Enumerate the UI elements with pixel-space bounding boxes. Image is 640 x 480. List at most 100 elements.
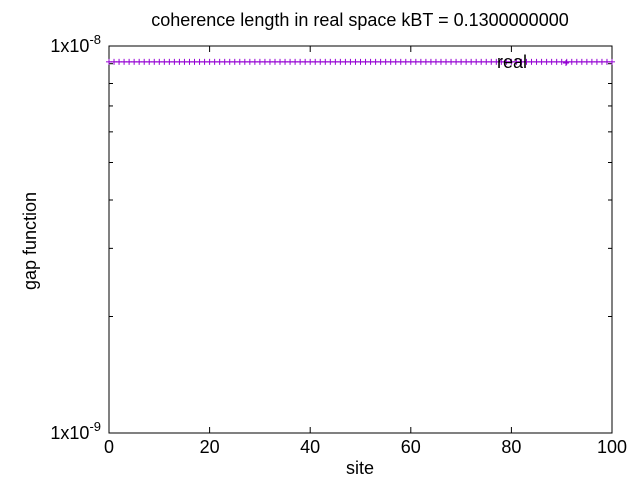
data-point [171, 58, 178, 65]
data-point [261, 58, 268, 65]
data-point [372, 58, 379, 65]
data-point [513, 58, 520, 65]
data-point [277, 58, 284, 65]
data-point [327, 58, 334, 65]
data-point [211, 58, 218, 65]
data-point [216, 58, 223, 65]
data-point [221, 58, 228, 65]
data-point [468, 58, 475, 65]
data-point [568, 58, 575, 65]
data-point [251, 58, 258, 65]
data-point [166, 58, 173, 65]
data-point [548, 58, 555, 65]
data-point [417, 58, 424, 65]
data-point [362, 58, 369, 65]
data-point [453, 58, 460, 65]
x-tick-label: 100 [597, 437, 627, 457]
x-tick-label: 80 [501, 437, 521, 457]
data-point [146, 58, 153, 65]
data-point [106, 58, 112, 65]
data-point [352, 58, 359, 65]
data-point [342, 58, 349, 65]
data-point [573, 58, 580, 65]
y-tick-label: 1x10-9 [50, 419, 101, 443]
legend-label-real: real [497, 52, 527, 72]
data-point [186, 58, 193, 65]
data-point [266, 58, 273, 65]
series-group [106, 58, 615, 65]
data-point [302, 58, 309, 65]
x-tick-label: 20 [200, 437, 220, 457]
data-point [533, 58, 540, 65]
data-point [478, 58, 485, 65]
data-point [392, 58, 399, 65]
data-point [226, 58, 233, 65]
data-point [312, 58, 319, 65]
data-point [458, 58, 465, 65]
data-point [463, 58, 470, 65]
data-point [332, 58, 339, 65]
data-point [558, 58, 565, 65]
data-point [206, 58, 213, 65]
x-tick-label: 40 [300, 437, 320, 457]
data-point [121, 58, 128, 65]
axis-ticks: 0 20 40 60 80 100 1x10-9 1x10-8 [50, 32, 627, 457]
data-point [181, 58, 188, 65]
data-point [367, 58, 374, 65]
data-point [307, 58, 314, 65]
data-point [116, 58, 123, 65]
data-point [598, 58, 605, 65]
x-axis-label: site [346, 458, 374, 478]
data-point [583, 58, 590, 65]
data-point [382, 58, 389, 65]
data-point [111, 58, 118, 65]
chart-title: coherence length in real space kBT = 0.1… [151, 10, 568, 30]
data-point [196, 58, 203, 65]
data-point [498, 58, 505, 65]
data-point [473, 58, 480, 65]
data-point [161, 58, 168, 65]
data-point [493, 58, 500, 65]
data-point [422, 58, 429, 65]
data-point [241, 58, 248, 65]
data-point [151, 58, 158, 65]
legend: real [497, 52, 569, 72]
data-point [538, 58, 545, 65]
data-point [377, 58, 384, 65]
y-tick-label: 1x10-8 [50, 32, 101, 56]
x-tick-label: 0 [104, 437, 114, 457]
data-point [402, 58, 409, 65]
data-point [337, 58, 344, 65]
data-point [176, 58, 183, 65]
data-point [437, 58, 444, 65]
data-point [256, 58, 263, 65]
data-point [126, 58, 133, 65]
data-point [503, 58, 510, 65]
data-point [518, 58, 525, 65]
data-point [246, 58, 253, 65]
data-point [427, 58, 434, 65]
data-point [578, 58, 585, 65]
y-axis-label: gap function [20, 192, 40, 290]
data-point [407, 58, 414, 65]
data-point [543, 58, 550, 65]
data-point [609, 58, 615, 65]
data-point [528, 58, 535, 65]
plot-frame [108, 45, 613, 434]
data-point [136, 58, 143, 65]
data-point [292, 58, 299, 65]
data-point [141, 58, 148, 65]
legend-sample-real [563, 60, 569, 66]
data-point [432, 58, 439, 65]
data-point [282, 58, 289, 65]
data-point [231, 58, 238, 65]
data-point [317, 58, 324, 65]
data-point [588, 58, 595, 65]
data-point [603, 58, 610, 65]
data-point [563, 58, 570, 65]
x-tick-label: 60 [401, 437, 421, 457]
data-point [271, 58, 278, 65]
data-point [322, 58, 329, 65]
data-point [191, 58, 198, 65]
